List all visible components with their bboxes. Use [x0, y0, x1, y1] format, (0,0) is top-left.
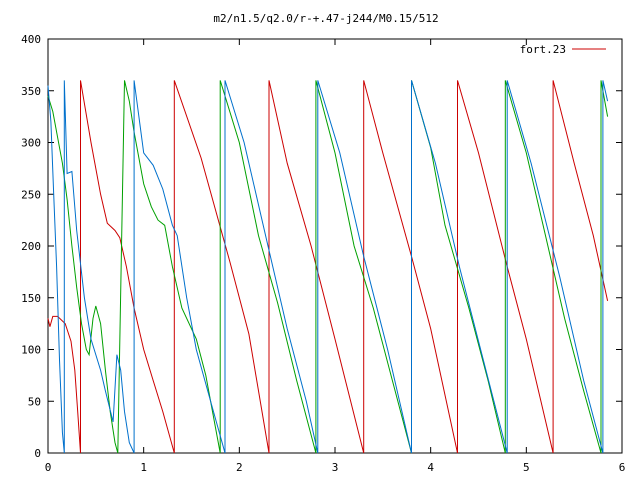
series-line-0: [47, 80, 609, 454]
y-tick-label-400: 400: [21, 33, 41, 46]
y-tick-label-250: 250: [21, 188, 41, 201]
y-tick-label-50: 50: [28, 395, 41, 408]
chart-title: m2/n1.5/q2.0/r-+.47-j244/M0.15/512: [213, 12, 438, 25]
y-tick-label-300: 300: [21, 137, 41, 150]
series-line-1: [47, 80, 609, 454]
legend-label-fort23: fort.23: [520, 43, 566, 56]
y-tick-label-0: 0: [34, 447, 41, 460]
x-tick-label-2: 2: [236, 461, 243, 474]
tick-marks: [47, 38, 623, 454]
y-tick-label-100: 100: [21, 344, 41, 357]
legend: fort.23: [520, 43, 606, 56]
x-tick-label-0: 0: [45, 461, 52, 474]
y-axis: 0 50 100 150 200 250 300 350 400: [21, 33, 41, 460]
x-tick-label-6: 6: [619, 461, 626, 474]
x-tick-label-4: 4: [427, 461, 434, 474]
series-line-2: [47, 80, 609, 454]
x-tick-label-1: 1: [140, 461, 147, 474]
series-layer: [47, 80, 609, 454]
y-tick-label-200: 200: [21, 240, 41, 253]
x-tick-label-5: 5: [523, 461, 530, 474]
x-axis: 0 1 2 3 4 5 6: [45, 461, 626, 474]
y-tick-label-150: 150: [21, 292, 41, 305]
y-tick-label-350: 350: [21, 85, 41, 98]
x-tick-label-3: 3: [332, 461, 339, 474]
